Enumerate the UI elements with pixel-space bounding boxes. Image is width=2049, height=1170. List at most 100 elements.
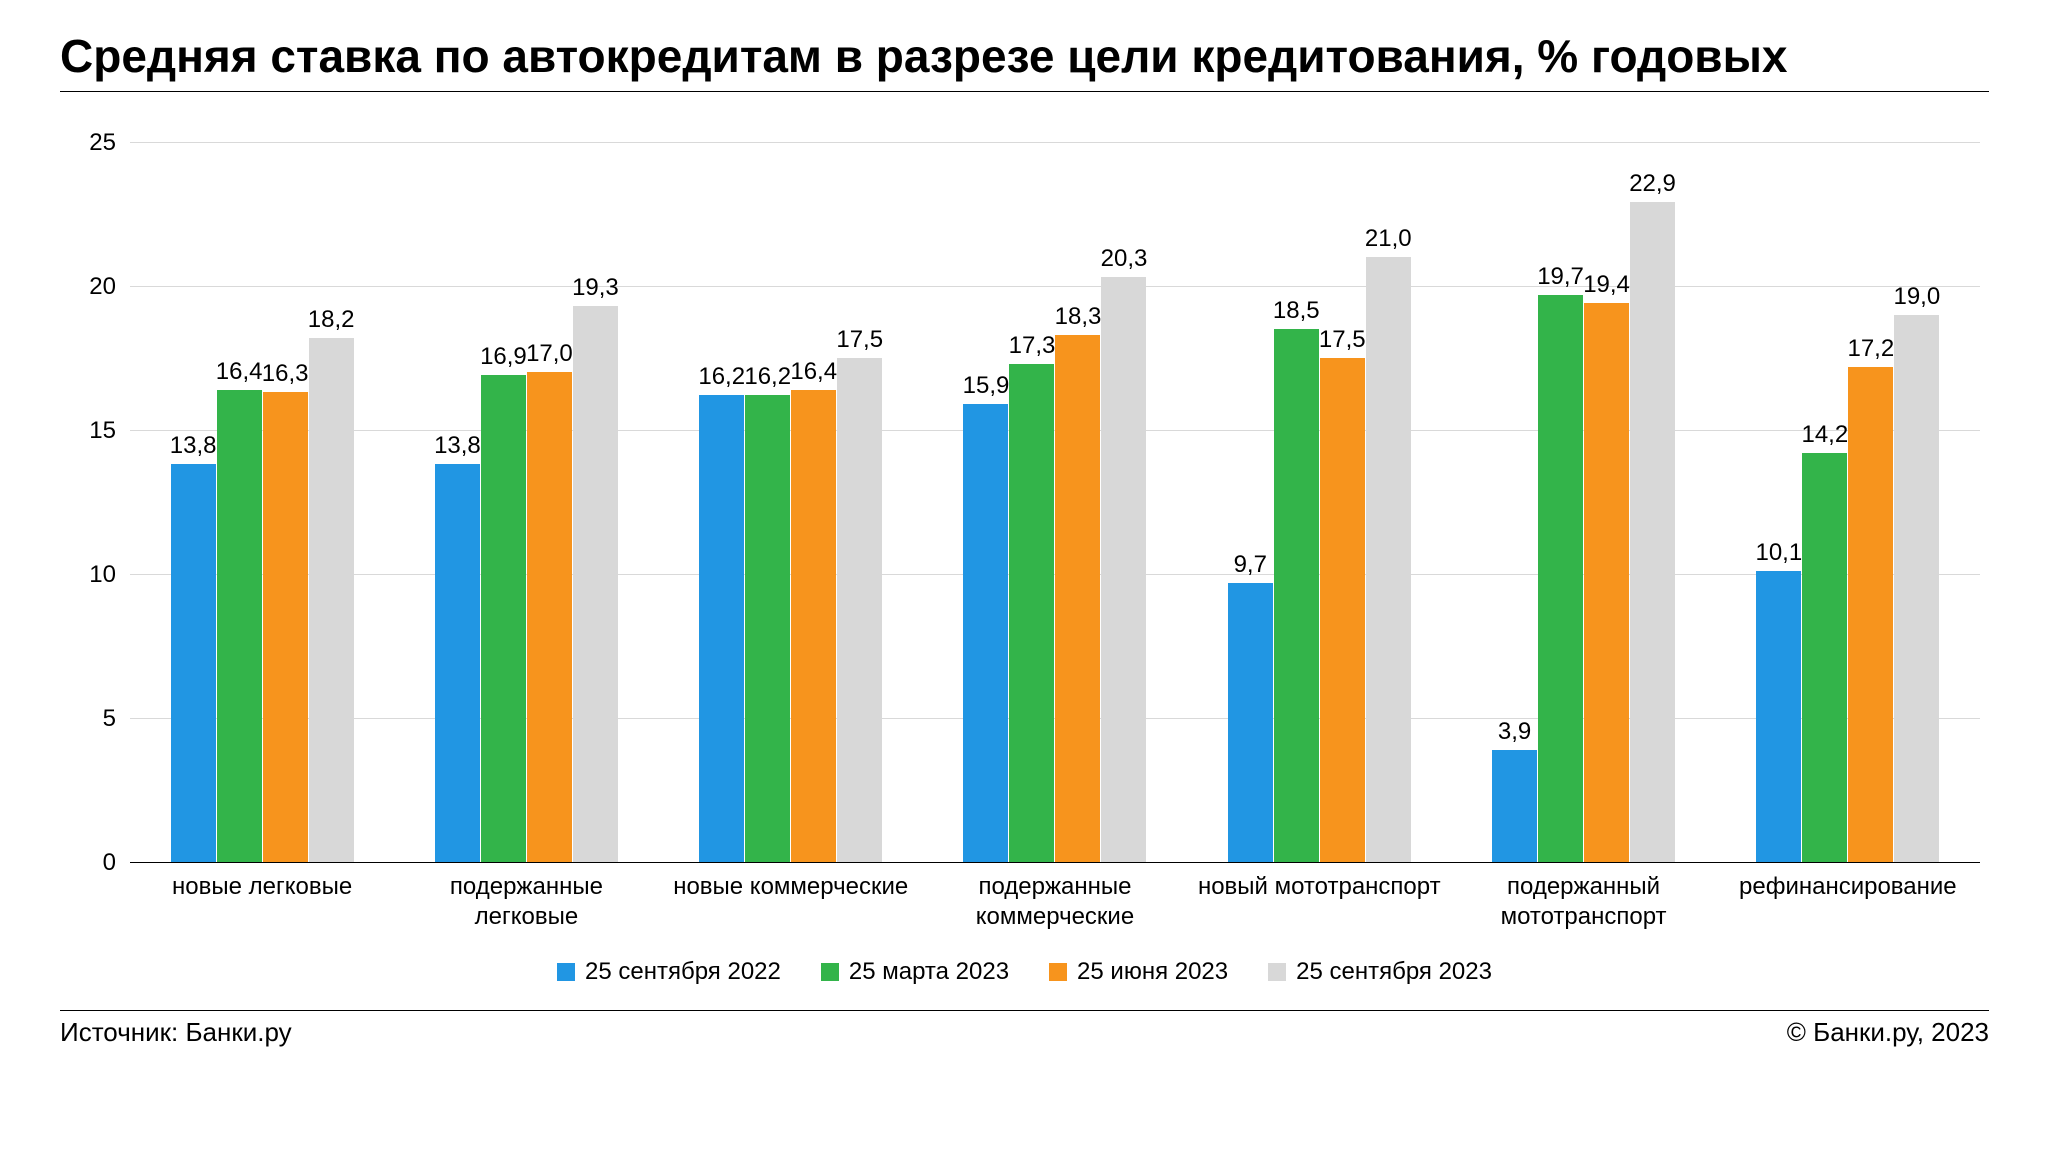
bar: 13,8 — [171, 464, 216, 861]
bar-value-label: 16,4 — [790, 358, 837, 386]
bar-value-label: 13,8 — [434, 432, 481, 460]
y-tick-label: 15 — [89, 417, 130, 445]
bar-value-label: 18,2 — [308, 306, 355, 334]
bar: 16,3 — [263, 392, 308, 861]
bar-value-label: 16,2 — [744, 363, 791, 391]
bar-value-label: 10,1 — [1755, 539, 1802, 567]
y-tick-label: 20 — [89, 273, 130, 301]
bar: 19,0 — [1894, 315, 1939, 862]
bar: 19,7 — [1538, 295, 1583, 862]
x-axis-label: подержанные коммерческие — [923, 862, 1187, 932]
bar-group: 16,216,216,417,5 — [659, 142, 923, 862]
chart-title: Средняя ставка по автокредитам в разрезе… — [60, 30, 1989, 83]
bar: 17,0 — [527, 372, 572, 862]
bar-value-label: 18,5 — [1273, 297, 1320, 325]
x-axis-label: подержанный мототранспорт — [1451, 862, 1715, 932]
bar: 19,4 — [1584, 303, 1629, 862]
bar: 19,3 — [573, 306, 618, 862]
bar: 17,5 — [1320, 358, 1365, 862]
bar-group: 3,919,719,422,9 — [1451, 142, 1715, 862]
bar-cluster: 10,114,217,219,0 — [1716, 142, 1980, 862]
bar-value-label: 17,0 — [526, 340, 573, 368]
bar-group: 9,718,517,521,0 — [1187, 142, 1451, 862]
bar-value-label: 19,3 — [572, 274, 619, 302]
x-axis-label: новые коммерческие — [659, 862, 923, 932]
bar-value-label: 16,3 — [262, 360, 309, 388]
bar: 16,2 — [699, 395, 744, 862]
legend-swatch — [821, 963, 839, 981]
bar-groups: 13,816,416,318,213,816,917,019,316,216,2… — [130, 142, 1980, 862]
bar-value-label: 15,9 — [963, 372, 1010, 400]
bar: 18,2 — [309, 338, 354, 862]
bar-cluster: 15,917,318,320,3 — [923, 142, 1187, 862]
chart-container: Средняя ставка по автокредитам в разрезе… — [0, 0, 2049, 1170]
bar-value-label: 18,3 — [1055, 303, 1102, 331]
bar-cluster: 3,919,719,422,9 — [1451, 142, 1715, 862]
bar: 17,3 — [1009, 364, 1054, 862]
bar: 3,9 — [1492, 750, 1537, 862]
legend-item: 25 марта 2023 — [821, 958, 1009, 986]
legend-item: 25 июня 2023 — [1049, 958, 1228, 986]
bar-value-label: 9,7 — [1234, 551, 1267, 579]
bar: 22,9 — [1630, 202, 1675, 862]
title-underline — [60, 91, 1989, 92]
x-axis-labels: новые легковыеподержанные легковыеновые … — [130, 862, 1980, 932]
bar-value-label: 16,9 — [480, 343, 527, 371]
y-tick-label: 10 — [89, 561, 130, 589]
bar-value-label: 16,2 — [698, 363, 745, 391]
bar-cluster: 13,816,917,019,3 — [394, 142, 658, 862]
bar-group: 13,816,416,318,2 — [130, 142, 394, 862]
bar-value-label: 20,3 — [1101, 245, 1148, 273]
bar-value-label: 17,3 — [1009, 332, 1056, 360]
chart-wrap: 0510152025 13,816,416,318,213,816,917,01… — [60, 112, 1989, 986]
bar-value-label: 16,4 — [216, 358, 263, 386]
bar: 20,3 — [1101, 277, 1146, 862]
legend-swatch — [1049, 963, 1067, 981]
bar: 16,4 — [217, 390, 262, 862]
copyright-label: © Банки.ру, 2023 — [1787, 1017, 1989, 1048]
bar: 14,2 — [1802, 453, 1847, 862]
footer-rule — [60, 1010, 1989, 1011]
bar: 18,3 — [1055, 335, 1100, 862]
bar: 16,9 — [481, 375, 526, 862]
bar: 16,4 — [791, 390, 836, 862]
bar-value-label: 17,5 — [1319, 326, 1366, 354]
bar-group: 10,114,217,219,0 — [1716, 142, 1980, 862]
legend-label: 25 сентября 2023 — [1296, 958, 1492, 986]
bar: 10,1 — [1756, 571, 1801, 862]
bar: 16,2 — [745, 395, 790, 862]
bar-value-label: 3,9 — [1498, 718, 1531, 746]
x-axis-label: подержанные легковые — [394, 862, 658, 932]
bar-cluster: 16,216,216,417,5 — [659, 142, 923, 862]
bar-cluster: 9,718,517,521,0 — [1187, 142, 1451, 862]
bar: 18,5 — [1274, 329, 1319, 862]
bar-group: 15,917,318,320,3 — [923, 142, 1187, 862]
chart-area: 0510152025 13,816,416,318,213,816,917,01… — [60, 112, 1989, 938]
legend-swatch — [557, 963, 575, 981]
y-tick-label: 0 — [103, 849, 130, 877]
legend-label: 25 марта 2023 — [849, 958, 1009, 986]
legend-label: 25 сентября 2022 — [585, 958, 781, 986]
bar-value-label: 13,8 — [170, 432, 217, 460]
bar-value-label: 17,5 — [836, 326, 883, 354]
x-axis-label: рефинансирование — [1716, 862, 1980, 932]
y-tick-label: 25 — [89, 129, 130, 157]
source-label: Источник: Банки.ру — [60, 1017, 292, 1048]
bar-value-label: 19,7 — [1537, 263, 1584, 291]
bar: 15,9 — [963, 404, 1008, 862]
bar: 13,8 — [435, 464, 480, 861]
legend-label: 25 июня 2023 — [1077, 958, 1228, 986]
bar-value-label: 19,4 — [1583, 271, 1630, 299]
legend-item: 25 сентября 2023 — [1268, 958, 1492, 986]
bar-group: 13,816,917,019,3 — [394, 142, 658, 862]
bar: 17,5 — [837, 358, 882, 862]
bar-value-label: 22,9 — [1629, 170, 1676, 198]
bar-value-label: 14,2 — [1801, 421, 1848, 449]
bar-cluster: 13,816,416,318,2 — [130, 142, 394, 862]
x-axis-label: новые легковые — [130, 862, 394, 932]
footer: Источник: Банки.ру © Банки.ру, 2023 — [60, 1017, 1989, 1048]
legend-item: 25 сентября 2022 — [557, 958, 781, 986]
y-tick-label: 5 — [103, 705, 130, 733]
bar: 21,0 — [1366, 257, 1411, 862]
bar-value-label: 21,0 — [1365, 225, 1412, 253]
